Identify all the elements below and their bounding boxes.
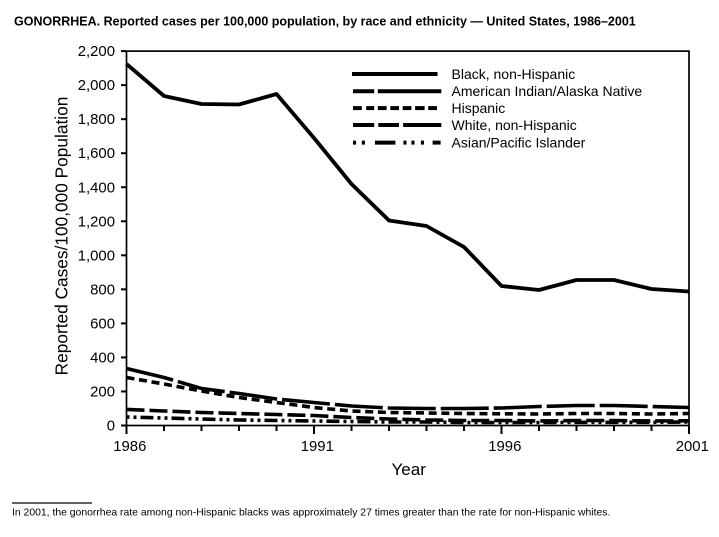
svg-text:1,400: 1,400: [78, 180, 115, 196]
svg-text:American Indian/Alaska Native: American Indian/Alaska Native: [452, 83, 643, 99]
svg-text:1991: 1991: [301, 439, 334, 455]
svg-text:Black, non-Hispanic: Black, non-Hispanic: [452, 66, 576, 82]
svg-text:800: 800: [90, 282, 115, 298]
svg-text:Asian/Pacific Islander: Asian/Pacific Islander: [452, 135, 586, 151]
svg-text:White, non-Hispanic: White, non-Hispanic: [452, 117, 577, 133]
svg-text:400: 400: [90, 350, 115, 366]
svg-text:1986: 1986: [113, 439, 146, 455]
svg-text:1,200: 1,200: [78, 214, 115, 230]
svg-text:1,000: 1,000: [78, 248, 115, 264]
svg-text:2001: 2001: [676, 439, 709, 455]
svg-text:1,800: 1,800: [78, 112, 115, 128]
svg-text:0: 0: [107, 419, 115, 435]
svg-text:2,000: 2,000: [78, 78, 115, 94]
svg-text:Year: Year: [392, 460, 427, 479]
svg-text:600: 600: [90, 316, 115, 332]
svg-text:2,200: 2,200: [78, 44, 115, 60]
svg-text:1,600: 1,600: [78, 146, 115, 162]
svg-text:Reported Cases/100,000 Populat: Reported Cases/100,000 Population: [52, 97, 72, 376]
svg-text:Hispanic: Hispanic: [452, 100, 506, 116]
svg-text:In 2001, the gonorrhea rate am: In 2001, the gonorrhea rate among non-Hi…: [12, 508, 610, 519]
svg-text:200: 200: [90, 384, 115, 400]
svg-text:GONORRHEA. Reported cases per: GONORRHEA. Reported cases per 100,000 po…: [14, 14, 636, 28]
svg-text:1996: 1996: [488, 439, 521, 455]
